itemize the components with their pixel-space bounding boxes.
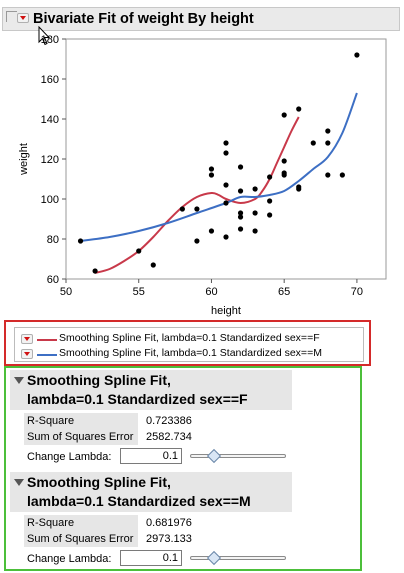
legend-item-m-label: Smoothing Spline Fit, lambda=0.1 Standar…: [59, 347, 322, 359]
x-tick-label: 65: [278, 286, 290, 298]
disclosure-icon[interactable]: [6, 11, 17, 22]
fit-f-rsquare-value: 0.723386: [146, 415, 192, 427]
report-header: [2, 7, 400, 31]
legend-item-f-swatch: [37, 339, 57, 341]
cursor-arrow-icon: [38, 25, 52, 51]
data-point: [223, 200, 229, 206]
fit-f-disclosure-icon[interactable]: [14, 377, 24, 384]
legend-highlight: [4, 320, 371, 366]
fit-m-lambda-slider[interactable]: [190, 556, 286, 560]
fit-f-label-column: [24, 413, 138, 445]
fit-f-lambda-slider[interactable]: [190, 454, 286, 458]
data-point: [150, 262, 156, 268]
plot-frame: 50 55 60 65 70 60 80 100 120 140 160 180 height weigh…: [0, 30, 404, 320]
data-point: [208, 172, 215, 178]
data-point: [208, 228, 215, 234]
x-axis-label: height: [211, 305, 241, 317]
data-point: [281, 158, 287, 164]
data-point: [223, 150, 229, 156]
x-tick-label: 60: [205, 286, 217, 298]
fit-f-header: [10, 370, 292, 410]
x-tick-label: 50: [60, 286, 72, 298]
data-point: [208, 166, 215, 172]
legend-box: [14, 327, 364, 362]
legend-item-m-swatch: [37, 354, 57, 356]
data-point: [296, 106, 302, 112]
data-point: [194, 238, 200, 244]
fit-m-rsquare-value: 0.681976: [146, 517, 192, 529]
fit-reports-highlight: [4, 366, 362, 571]
fit-m-sse-label: Sum of Squares Error: [27, 533, 134, 545]
fit-f-sse-label: Sum of Squares Error: [27, 431, 134, 443]
data-point: [223, 140, 229, 146]
data-point: [179, 206, 185, 212]
data-point: [267, 198, 273, 204]
data-point: [237, 164, 244, 170]
x-tick-label: 70: [351, 286, 363, 298]
data-point: [136, 248, 142, 254]
data-point: [267, 174, 273, 180]
data-point: [354, 52, 360, 58]
fit-f-rsquare-label: R-Square: [27, 415, 75, 427]
y-tick-label: 120: [41, 154, 59, 166]
y-tick-label: 80: [47, 234, 59, 246]
data-point: [252, 186, 258, 192]
fit-m-sse-value: 2973.133: [146, 533, 192, 545]
data-point: [194, 206, 200, 212]
fit-m-header: [10, 472, 292, 512]
report-title: Bivariate Fit of weight By height: [33, 11, 254, 27]
x-tick-label: 55: [133, 286, 145, 298]
data-point: [237, 214, 244, 220]
data-point: [267, 212, 273, 218]
legend-item-m-menu-button[interactable]: [21, 349, 33, 359]
data-point: [223, 182, 229, 188]
y-axis-label: weight: [18, 143, 30, 176]
data-point: [237, 226, 244, 232]
data-point: [252, 210, 258, 216]
report-menu-button[interactable]: [17, 13, 29, 23]
y-tick-label: 60: [47, 274, 59, 286]
data-point: [223, 234, 229, 240]
data-point: [325, 128, 331, 134]
fit-m-label-column: [24, 515, 138, 547]
data-point: [237, 188, 244, 194]
data-point: [92, 268, 98, 274]
data-point: [281, 172, 287, 178]
fit-m-lambda-input[interactable]: [120, 550, 182, 566]
data-point: [325, 172, 331, 178]
fit-m-lambda-label: Change Lambda:: [27, 553, 112, 565]
data-point: [310, 140, 316, 146]
fit-f-title-line2: lambda=0.1 Standardized sex==F: [27, 391, 248, 407]
data-point: [296, 186, 302, 192]
data-point: [325, 140, 331, 146]
fit-f-lambda-label: Change Lambda:: [27, 451, 112, 463]
y-tick-label: 180: [41, 34, 59, 46]
legend-item-f-label: Smoothing Spline Fit, lambda=0.1 Standar…: [59, 332, 320, 344]
data-point: [252, 228, 258, 234]
fit-m-disclosure-icon[interactable]: [14, 479, 24, 486]
plot-area: [65, 38, 387, 280]
fit-f-sse-value: 2582.734: [146, 431, 192, 443]
y-tick-label: 100: [41, 194, 59, 206]
fit-f-lambda-input[interactable]: [120, 448, 182, 464]
fit-m-title-line2: lambda=0.1 Standardized sex==M: [27, 493, 251, 509]
data-point: [237, 210, 244, 216]
legend-item-f-menu-button[interactable]: [21, 334, 33, 344]
data-point: [77, 238, 84, 244]
y-tick-label: 140: [41, 114, 59, 126]
y-tick-label: 160: [41, 74, 59, 86]
scatter-plot[interactable]: 50 55 60 65 70 60 80 100 120 140 160 180 height weigh…: [0, 30, 404, 320]
data-point: [281, 112, 287, 118]
data-point: [339, 172, 345, 178]
spline-curve-m: [80, 92, 358, 242]
fit-f-title-line1: Smoothing Spline Fit,: [27, 372, 171, 388]
fit-m-title-line1: Smoothing Spline Fit,: [27, 474, 171, 490]
fit-m-rsquare-label: R-Square: [27, 517, 75, 529]
